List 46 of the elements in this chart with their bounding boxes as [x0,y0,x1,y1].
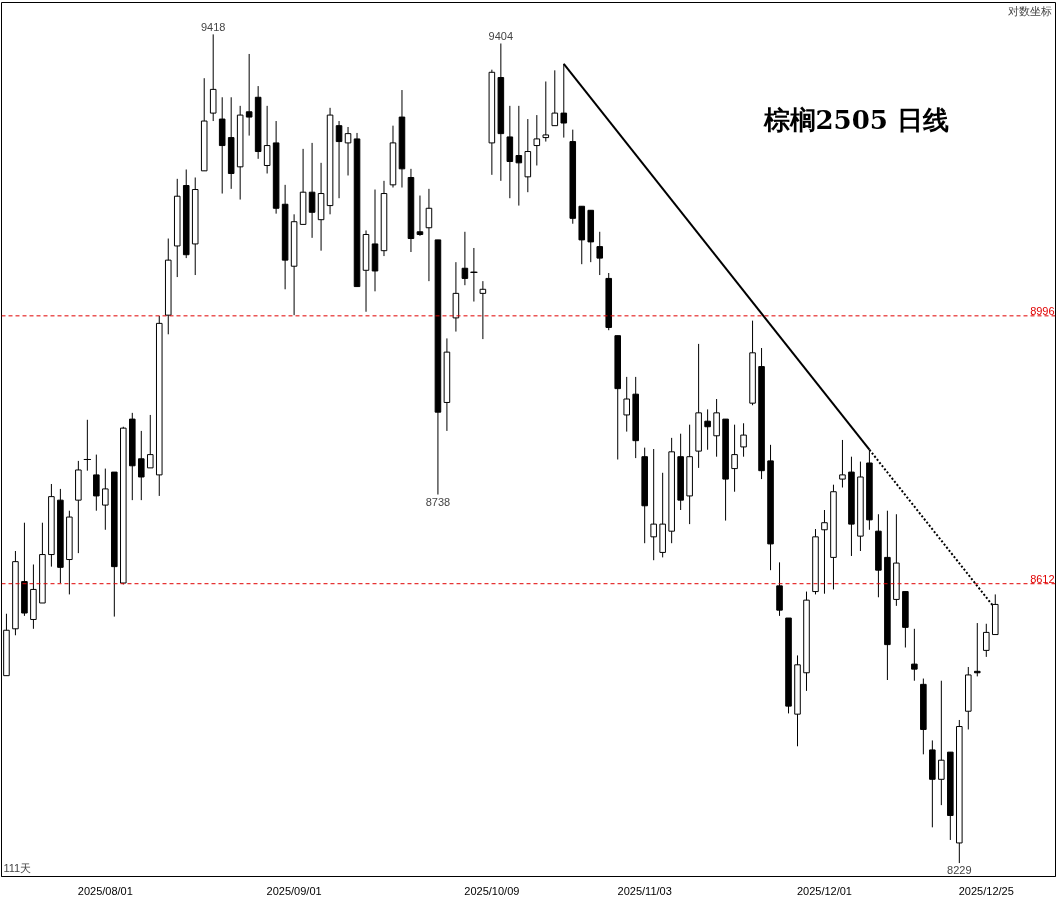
candlestick [102,468,109,531]
candlestick [335,120,343,199]
candlestick [974,622,981,677]
annotation: 8738 [425,495,451,508]
candlestick [983,623,990,658]
candlestick [138,430,145,501]
candlestick [461,231,469,286]
candlestick [623,376,630,433]
candlestick [245,53,253,137]
candlestick [839,439,846,489]
candlestick [731,424,738,493]
ref-line-label: 8612 [1030,572,1055,585]
x-tick-label: 2025/11/03 [617,884,672,897]
candlestick [515,105,523,207]
candlestick [938,680,945,806]
annotation: 9404 [488,30,514,43]
candlestick [93,454,100,512]
candlestick [263,105,271,174]
candlestick [650,448,657,561]
candlestick [542,80,550,143]
annotation: 8229 [947,864,972,877]
candlestick [146,414,154,469]
candlestick [425,188,433,282]
x-tick-label: 2025/10/09 [464,884,520,897]
x-tick-label: 2025/08/01 [77,884,133,897]
candlestick [344,126,352,176]
ref-line-label: 8996 [1030,304,1055,317]
candlestick [308,142,316,239]
candlestick [740,422,747,458]
candlestick [911,628,918,682]
text: 对数坐标 [1007,4,1052,17]
candlestick [596,231,604,276]
candlestick [533,114,541,166]
text: 棕榈2505 日线 [762,104,949,135]
candlestick [209,33,217,122]
candlestick [704,408,711,451]
candlestick [551,69,559,127]
annotation: 9418 [200,21,226,34]
candlestick [479,280,487,340]
candlestick [821,509,828,595]
annotation: 111天 [3,861,32,874]
x-tick-label: 2025/09/01 [266,884,322,897]
x-tick-label: 2025/12/25 [958,884,1014,897]
x-tick-label: 2025/12/01 [796,884,853,897]
candlestick [416,195,424,237]
candlestick [713,398,720,458]
